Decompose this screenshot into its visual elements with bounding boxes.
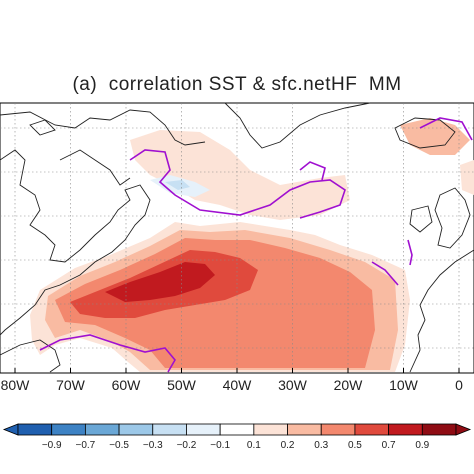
colorbar-label: −0.3 xyxy=(143,440,163,451)
coast-europe xyxy=(409,249,474,373)
contour-subpolar xyxy=(371,261,399,286)
contour-east xyxy=(407,239,413,266)
x-tick-label: 70W xyxy=(56,377,86,393)
contour-north xyxy=(419,117,473,141)
colorbar-label: 0.9 xyxy=(415,440,429,451)
colorbar-label: −0.9 xyxy=(42,440,62,451)
shade-0.2-north xyxy=(400,118,470,155)
x-tick-label: 50W xyxy=(167,377,197,393)
x-tick-label: 10W xyxy=(389,377,419,393)
colorbar-label: 0.5 xyxy=(348,440,362,451)
colorbar-label: −0.2 xyxy=(177,440,197,451)
coastlines xyxy=(0,102,474,373)
colorbar-label: −0.1 xyxy=(210,440,230,451)
coast-britain xyxy=(434,187,471,249)
coast-ireland xyxy=(409,205,433,233)
map-grid xyxy=(0,103,474,373)
coast-labrador xyxy=(59,149,131,186)
coast-north-america xyxy=(0,149,151,336)
x-tick-label: 40W xyxy=(223,377,253,393)
contour-gulfstream xyxy=(39,334,176,373)
colorbar-segment xyxy=(287,423,322,436)
coast-baffin xyxy=(0,109,206,146)
colorbar-label: 0.1 xyxy=(247,440,261,451)
x-tick-label: 80W xyxy=(1,377,31,393)
colorbar-label: −0.5 xyxy=(109,440,129,451)
coast-caribbean xyxy=(0,339,61,373)
colorbar-label: 0.2 xyxy=(281,440,295,451)
colorbar-arrow-right xyxy=(455,423,472,436)
x-tick-label: 60W xyxy=(112,377,142,393)
shade-neg-0.2 xyxy=(165,180,190,190)
colorbar-segment xyxy=(421,423,457,436)
shade-0.3 xyxy=(55,238,375,368)
x-tick-label: 0 xyxy=(455,377,463,393)
x-tick-label: 30W xyxy=(278,377,308,393)
colorbar-segment xyxy=(388,423,423,436)
colorbar-segment xyxy=(354,423,390,436)
shade-0.2-labrador xyxy=(130,130,350,220)
colorbar-arrow-left xyxy=(2,423,19,436)
colorbar-segment xyxy=(320,423,356,436)
coast-greenland xyxy=(224,102,371,149)
colorbar: −0.9 −0.7 −0.5 −0.3 −0.2 −0.1 0.1 0.2 0.3 0.5 0.7 0… xyxy=(2,423,472,451)
coast-iceland xyxy=(394,117,456,149)
significance-contours xyxy=(39,117,473,373)
colorbar-segment xyxy=(84,423,120,436)
chart-title: (a) correlation SST & sfc.netHF MM xyxy=(72,74,402,95)
x-tick-label: 20W xyxy=(334,377,364,393)
contour-labrador xyxy=(129,149,346,219)
colorbar-segment xyxy=(152,423,187,436)
colorbar-segment xyxy=(253,423,288,436)
colorbar-segment xyxy=(17,423,53,436)
colorbar-label: −0.7 xyxy=(76,440,96,451)
colorbar-segment xyxy=(186,423,221,436)
correlation-field xyxy=(30,118,474,372)
contour-greenland xyxy=(299,161,326,181)
shade-0.2-patch xyxy=(460,160,474,195)
colorbar-label: 0.7 xyxy=(382,440,396,451)
colorbar-segment xyxy=(219,423,255,436)
colorbar-segment xyxy=(118,423,154,436)
coast-island-small xyxy=(29,119,56,136)
x-axis-ticks: 80W 70W 60W 50W 40W 30W 20W 10W 0 xyxy=(1,368,463,393)
shade-0.7 xyxy=(105,262,215,302)
colorbar-segment xyxy=(51,423,86,436)
colorbar-label: 0.3 xyxy=(314,440,328,451)
